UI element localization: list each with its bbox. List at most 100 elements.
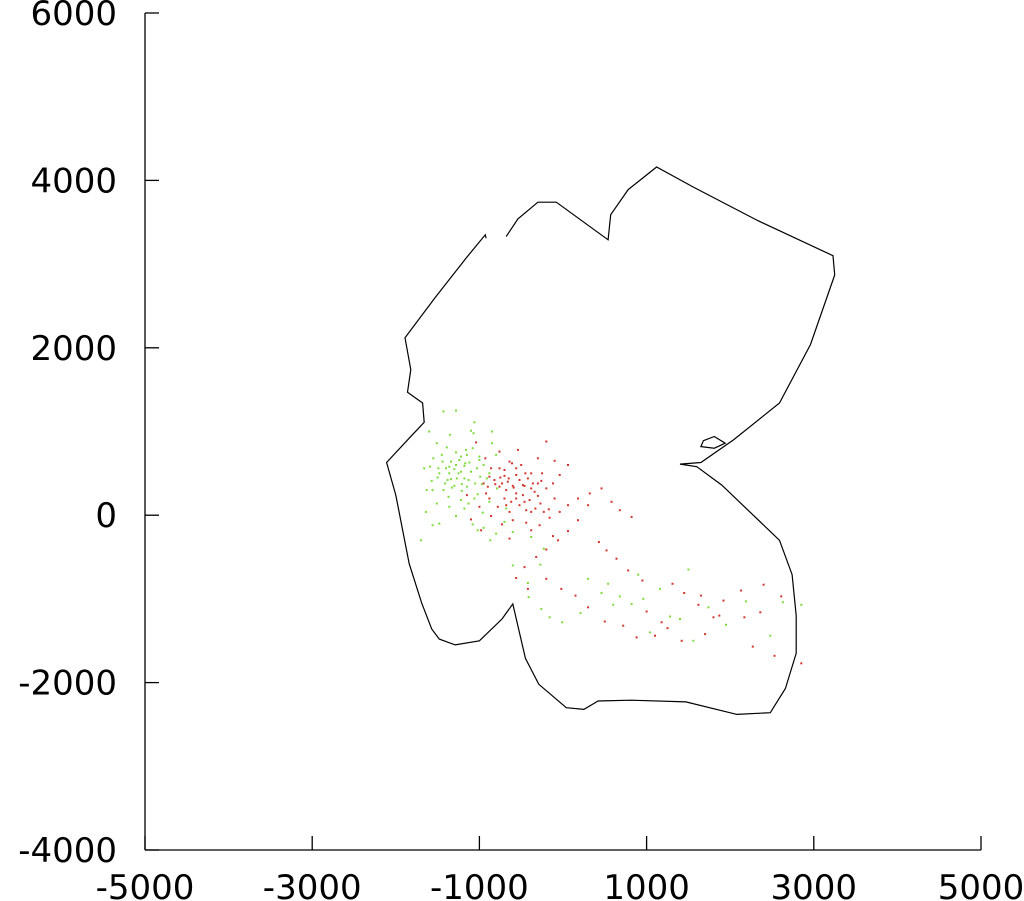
red-point: [567, 504, 569, 507]
red-point: [521, 494, 524, 497]
green-point: [769, 634, 772, 637]
red-point: [577, 497, 579, 500]
red-point: [567, 530, 569, 533]
red-point: [505, 504, 508, 507]
green-point: [453, 468, 456, 471]
green-point: [470, 470, 472, 473]
red-point: [553, 459, 556, 462]
green-point: [612, 603, 615, 606]
green-point: [642, 597, 645, 600]
red-point: [503, 497, 506, 500]
red-point: [712, 616, 715, 619]
red-point: [610, 500, 613, 503]
red-point: [493, 479, 496, 481]
y-tick-label: 2000: [30, 329, 117, 369]
green-point: [448, 505, 451, 508]
green-point: [431, 524, 434, 527]
red-point: [645, 610, 648, 613]
red-point: [545, 548, 548, 551]
green-point: [659, 587, 661, 590]
red-point: [515, 497, 518, 500]
green-point: [475, 467, 478, 470]
green-point: [511, 530, 514, 533]
green-point: [458, 459, 461, 461]
green-point: [419, 539, 422, 542]
red-point: [743, 616, 746, 619]
red-point: [600, 487, 603, 490]
x-tick-label: -1000: [430, 868, 529, 901]
green-point: [448, 472, 451, 475]
green-point: [441, 460, 444, 463]
y-tick-label: 6000: [30, 0, 117, 34]
green-point: [445, 446, 448, 449]
red-point: [671, 582, 674, 585]
green-point: [460, 455, 462, 458]
red-point: [508, 460, 511, 463]
red-point: [505, 489, 508, 492]
green-point: [438, 522, 441, 525]
green-point: [479, 475, 482, 478]
green-point: [447, 495, 450, 498]
red-point: [800, 662, 803, 665]
green-point: [424, 510, 427, 513]
green-point: [463, 464, 466, 467]
green-point: [470, 429, 472, 432]
green-point: [465, 453, 468, 456]
red-point: [530, 472, 533, 475]
green-point: [465, 448, 467, 451]
x-tick-label: 5000: [938, 868, 1024, 901]
red-point: [558, 510, 561, 513]
green-point: [455, 464, 457, 466]
x-tick-label: 1000: [603, 868, 690, 901]
red-point: [697, 603, 700, 606]
green-point: [490, 430, 493, 433]
green-point: [455, 477, 458, 480]
red-point: [630, 515, 633, 518]
red-point: [560, 587, 563, 590]
red-point: [545, 487, 548, 490]
green-point: [450, 486, 453, 489]
red-point: [526, 587, 529, 590]
red-point: [552, 535, 554, 538]
green-point: [435, 502, 438, 505]
green-point: [495, 532, 498, 535]
red-point: [553, 497, 556, 500]
green-point: [465, 485, 468, 488]
green-point: [460, 499, 462, 502]
green-point: [429, 465, 432, 468]
red-point: [635, 636, 638, 639]
red-point: [577, 519, 579, 522]
red-point: [501, 482, 503, 485]
green-point: [781, 601, 784, 604]
red-point: [499, 476, 502, 479]
red-point: [503, 474, 506, 477]
red-point: [518, 479, 521, 481]
red-point: [485, 492, 488, 495]
red-point: [524, 472, 527, 475]
green-point: [692, 639, 695, 642]
green-point: [446, 479, 449, 481]
red-point: [536, 457, 539, 460]
red-point: [470, 518, 472, 521]
green-point: [548, 616, 551, 619]
red-point: [536, 494, 539, 497]
green-point: [474, 482, 477, 485]
green-point: [687, 568, 690, 571]
red-point: [557, 539, 559, 542]
red-point: [498, 450, 501, 453]
red-point: [615, 557, 618, 560]
x-tick-label: -5000: [96, 868, 195, 901]
red-point: [475, 441, 478, 444]
green-point: [460, 470, 462, 473]
red-point: [486, 485, 489, 488]
green-point: [463, 507, 466, 510]
green-point: [540, 607, 543, 610]
green-point: [539, 563, 542, 566]
red-point: [488, 475, 491, 478]
green-point: [423, 467, 426, 470]
outline-layer: [385, 166, 836, 716]
red-point: [523, 484, 526, 487]
red-point: [507, 477, 510, 480]
red-point: [525, 521, 528, 524]
y-tick-label: 0: [95, 496, 117, 536]
